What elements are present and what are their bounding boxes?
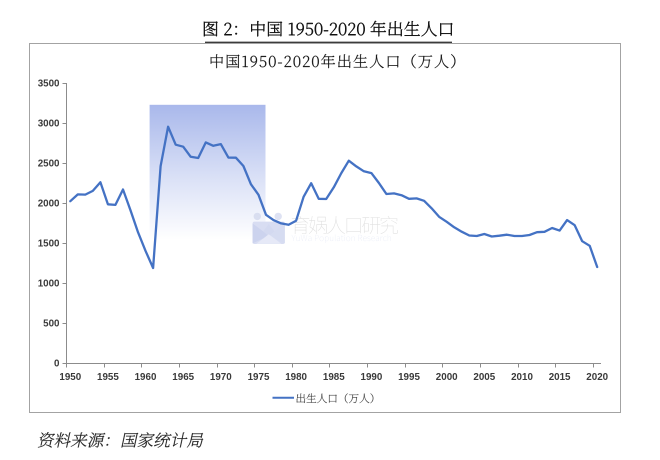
svg-text:1985: 1985 bbox=[323, 372, 345, 383]
svg-text:1955: 1955 bbox=[97, 372, 119, 383]
svg-text:1000: 1000 bbox=[38, 278, 60, 289]
svg-text:1950: 1950 bbox=[59, 372, 81, 383]
svg-text:1965: 1965 bbox=[172, 372, 194, 383]
svg-text:1970: 1970 bbox=[210, 372, 232, 383]
svg-text:2005: 2005 bbox=[473, 372, 495, 383]
svg-text:1995: 1995 bbox=[398, 372, 420, 383]
svg-text:500: 500 bbox=[43, 318, 60, 329]
svg-text:2000: 2000 bbox=[436, 372, 458, 383]
svg-text:2000: 2000 bbox=[38, 198, 60, 209]
svg-text:2020: 2020 bbox=[586, 372, 608, 383]
svg-text:2010: 2010 bbox=[511, 372, 533, 383]
svg-text:1960: 1960 bbox=[135, 372, 157, 383]
svg-text:1990: 1990 bbox=[361, 372, 383, 383]
svg-text:0: 0 bbox=[54, 358, 60, 369]
svg-text:2500: 2500 bbox=[38, 158, 60, 169]
svg-text:3000: 3000 bbox=[38, 118, 60, 129]
svg-text:2015: 2015 bbox=[549, 372, 571, 383]
svg-text:1975: 1975 bbox=[248, 372, 270, 383]
svg-text:3500: 3500 bbox=[38, 78, 60, 89]
svg-text:1980: 1980 bbox=[285, 372, 307, 383]
svg-text:1500: 1500 bbox=[38, 238, 60, 249]
